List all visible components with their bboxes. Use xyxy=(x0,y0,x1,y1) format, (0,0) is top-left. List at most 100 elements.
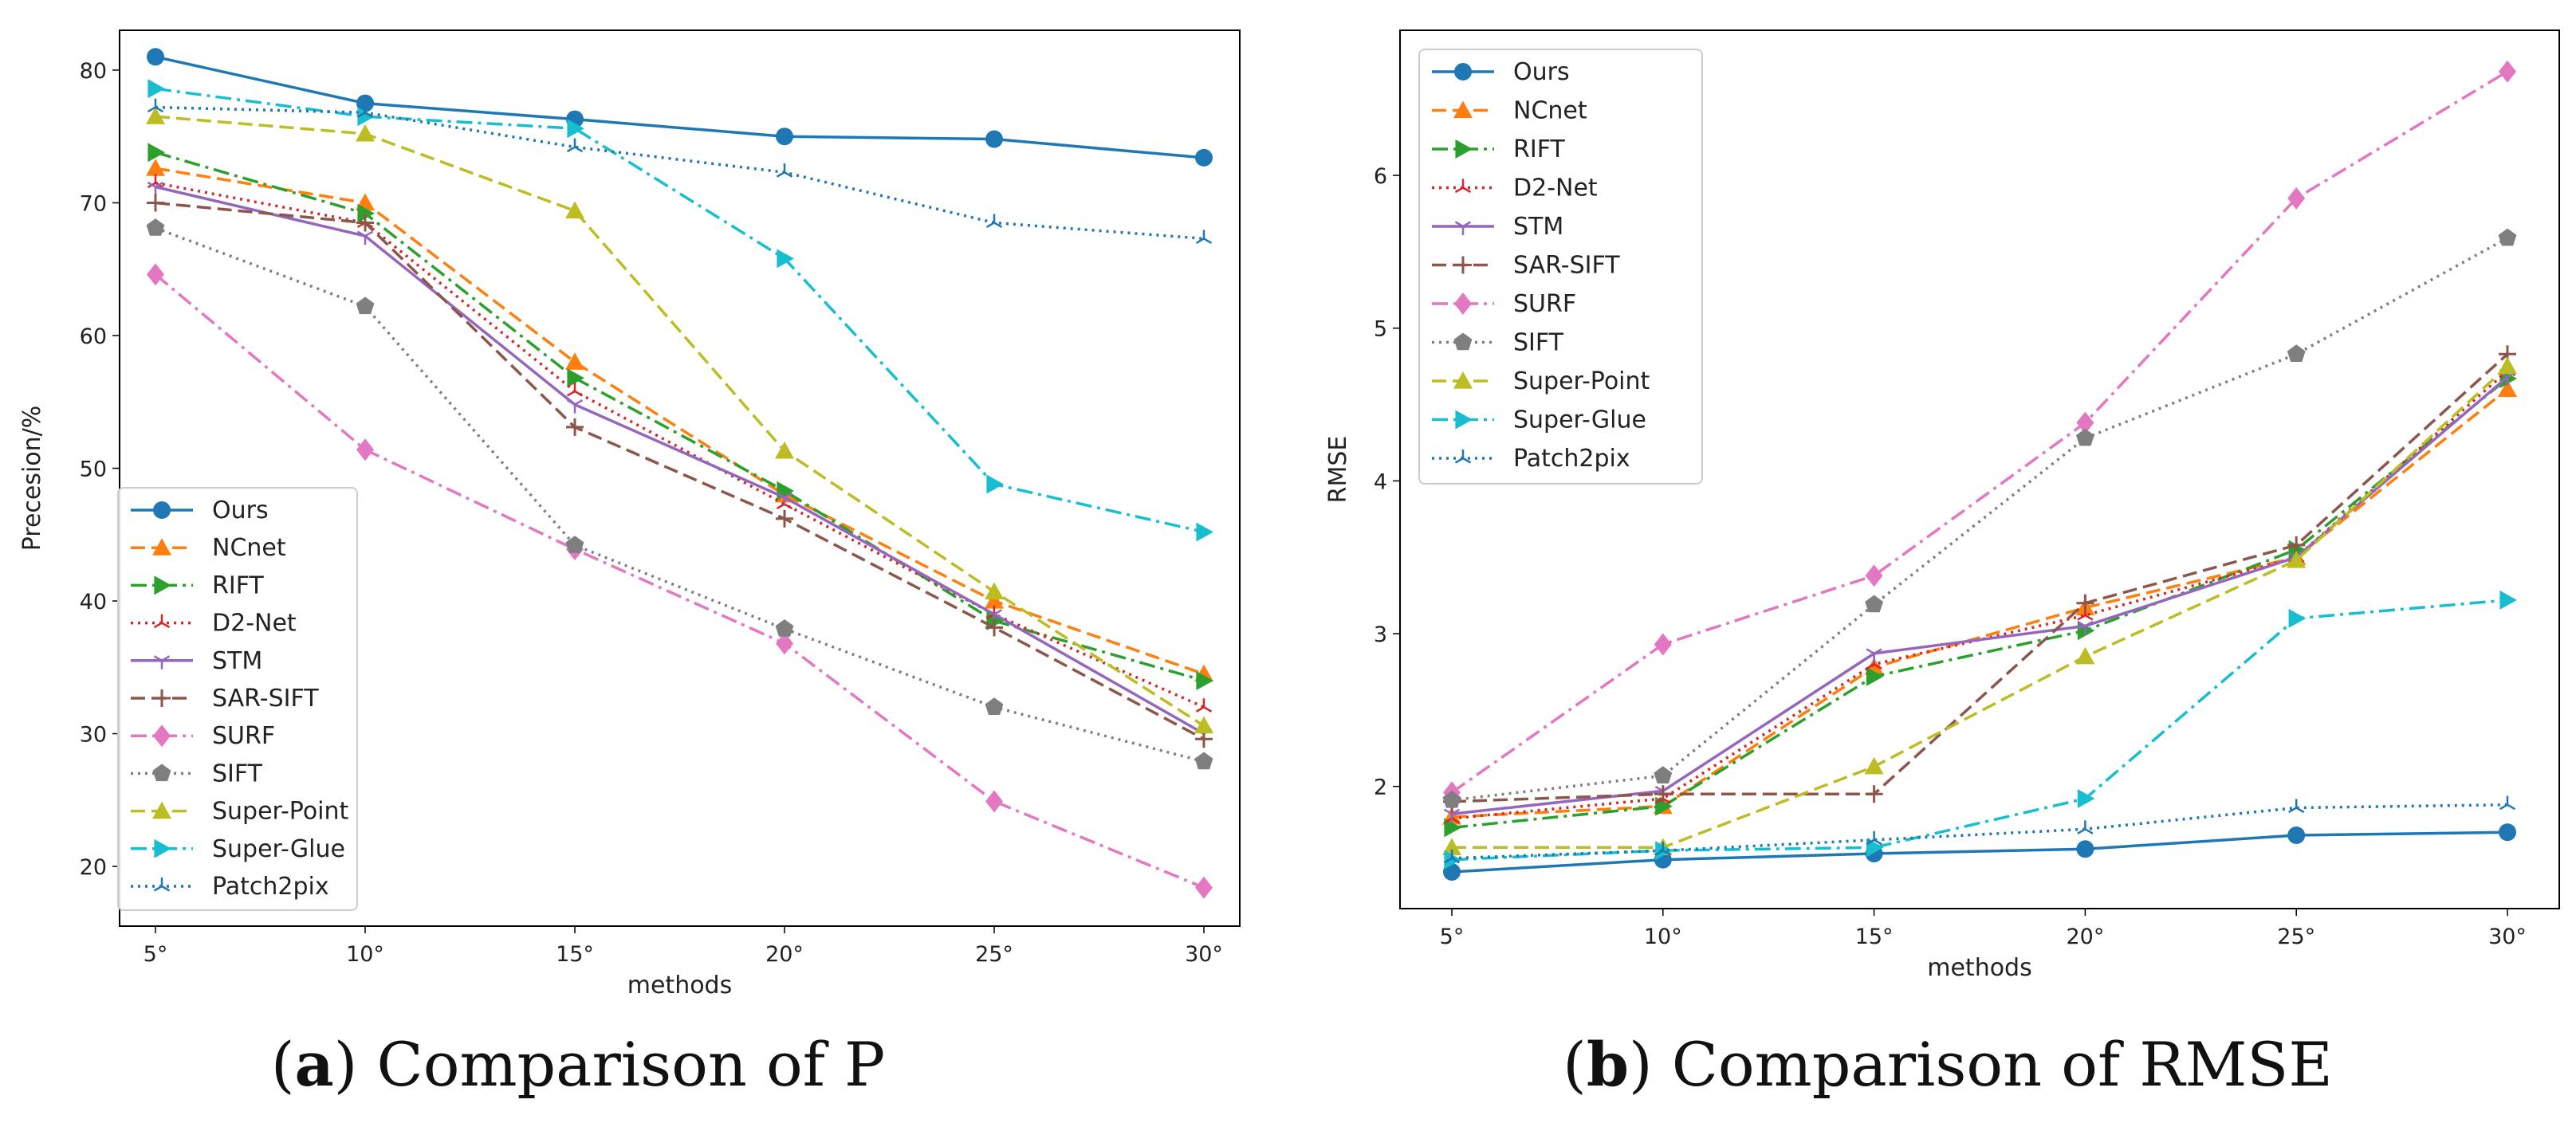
chart-a-data-point xyxy=(566,399,584,414)
chart-a-data-point xyxy=(147,263,164,286)
chart-b-series-line xyxy=(1451,237,2508,802)
chart-b-legend-label: SAR-SIFT xyxy=(1513,252,1620,280)
chart-b-data-point xyxy=(1866,666,1884,686)
chart-b-data-point xyxy=(2287,551,2307,568)
chart-b-plot-frame xyxy=(1399,29,2560,909)
chart-b-data-point xyxy=(2288,799,2305,814)
chart-b-data-point xyxy=(2077,820,2094,834)
chart-b-data-point xyxy=(2076,411,2094,434)
chart-b-series-line xyxy=(1451,830,2508,874)
chart-a-data-point xyxy=(147,48,164,66)
chart-b-data-point xyxy=(1654,785,1672,803)
chart-a-ytick-label: 20 xyxy=(80,855,107,880)
chart-b-data-point xyxy=(1865,785,1883,803)
chart-a-series-patch2pix xyxy=(147,98,1213,245)
chart-panel-a: 20 30 40 50 60 70 80 5° 10° 15° 20° 25° 30° methods Pr… xyxy=(18,29,1241,999)
chart-b-data-point xyxy=(2499,60,2516,83)
chart-b-data-point xyxy=(1866,830,1882,846)
chart-a-data-point xyxy=(777,249,794,269)
chart-a-data-point xyxy=(147,143,165,163)
chart-b-xtick-label: 15° xyxy=(1855,925,1894,949)
chart-a-data-point xyxy=(147,174,164,189)
chart-a-ytick-label: 60 xyxy=(80,324,107,349)
chart-a-data-point xyxy=(566,382,584,397)
chart-a-data-point xyxy=(985,697,1004,715)
chart-b-series-super-glue xyxy=(1444,590,2517,870)
chart-a-legend-label: SAR-SIFT xyxy=(212,685,319,713)
chart-b-ytick-label: 4 xyxy=(1374,469,1387,494)
chart-b-xtick-label: 5° xyxy=(1440,925,1465,949)
chart-b-data-point xyxy=(1654,633,1672,656)
chart-a-data-point xyxy=(146,218,165,236)
chart-a-series-line xyxy=(155,115,1205,728)
chart-b-legend-marker xyxy=(1454,179,1472,194)
chart-a-legend-marker xyxy=(154,575,171,595)
chart-a-ytick-label: 80 xyxy=(80,59,107,84)
chart-a-data-point xyxy=(1195,148,1213,167)
chart-a-data-point xyxy=(1196,522,1213,542)
chart-panel-b: 2 3 4 5 6 5° 10° 15° 20° 25° 30° methods RMSE Ours NCn… xyxy=(1324,29,2560,982)
chart-a-data-point xyxy=(986,474,1004,494)
chart-a-data-point xyxy=(146,107,165,124)
chart-b-legend-marker xyxy=(1454,450,1472,464)
caption-a-letter: a xyxy=(294,1029,333,1100)
chart-b-data-point xyxy=(2076,428,2094,446)
chart-a-data-point xyxy=(356,94,374,112)
chart-a-data-point xyxy=(356,214,374,232)
chart-b-series-line xyxy=(1451,377,2509,830)
chart-b-data-point xyxy=(1654,842,1671,856)
chart-a-data-point xyxy=(566,418,584,436)
chart-b-series-line xyxy=(1451,599,2508,862)
chart-a-legend-label: NCnet xyxy=(212,534,286,562)
chart-a-data-point xyxy=(775,441,794,459)
chart-a-data-point xyxy=(1195,876,1213,899)
chart-b-xtick-label: 30° xyxy=(2488,925,2527,949)
chart-a-series-line xyxy=(155,105,1205,241)
chart-a-legend-marker xyxy=(152,801,171,819)
chart-b-data-point xyxy=(2077,620,2094,635)
chart-a-data-point xyxy=(565,201,584,219)
chart-a-data-point xyxy=(356,230,374,245)
chart-a-data-point xyxy=(985,582,1004,599)
chart-a-data-point xyxy=(985,618,1003,637)
chart-b-data-point xyxy=(1442,790,1461,808)
chart-a-data-point xyxy=(985,591,1004,609)
chart-a-data-point xyxy=(985,214,1003,229)
chart-b-data-point xyxy=(2076,840,2094,858)
chart-a-data-point xyxy=(356,104,374,118)
chart-a-data-point xyxy=(776,509,793,528)
caption-b-letter: b xyxy=(1587,1029,1629,1100)
chart-a-legend: Ours NCnet RIFT D2-Net STM SAR-SIFT SURF SIFT Su… xyxy=(117,487,358,911)
chart-a-series-line xyxy=(155,55,1205,159)
chart-b-legend-label: Super-Point xyxy=(1513,367,1650,395)
chart-a-legend-label: D2-Net xyxy=(212,610,297,638)
chart-b-legend-label: NCnet xyxy=(1513,97,1587,125)
chart-a-ytick-label: 40 xyxy=(80,590,107,615)
chart-b-legend-marker xyxy=(1454,256,1472,274)
chart-b-legend-label: Super-Glue xyxy=(1513,406,1646,434)
chart-a-data-point xyxy=(357,107,375,127)
chart-a-data-point xyxy=(567,368,584,388)
chart-b-x-axis-label: methods xyxy=(1927,954,2031,982)
chart-a-data-point xyxy=(1195,698,1213,713)
chart-a-legend-marker xyxy=(153,614,171,629)
chart-a-series-super-point xyxy=(146,107,1213,734)
chart-a-series-rift xyxy=(147,143,1213,690)
chart-b-ytick-label: 2 xyxy=(1374,775,1387,800)
chart-a-legend-marker xyxy=(153,655,171,669)
chart-a-data-point xyxy=(357,203,375,223)
chart-b-legend-marker xyxy=(1454,63,1472,80)
chart-b-ytick-label: 3 xyxy=(1374,622,1387,647)
chart-a-data-point xyxy=(776,632,793,655)
chart-b-data-point xyxy=(2076,594,2094,612)
chart-a-data-point xyxy=(1194,752,1213,770)
chart-b-data-point xyxy=(1864,756,1884,775)
chart-b-series-line xyxy=(1452,365,2509,850)
chart-b-data-point xyxy=(2288,608,2307,628)
chart-b-legend-label: STM xyxy=(1513,213,1563,241)
chart-b-data-point xyxy=(2287,344,2306,362)
chart-a-series-ours xyxy=(147,48,1213,167)
chart-b-data-point xyxy=(1444,818,1461,838)
chart-a-series-line xyxy=(154,273,1205,889)
